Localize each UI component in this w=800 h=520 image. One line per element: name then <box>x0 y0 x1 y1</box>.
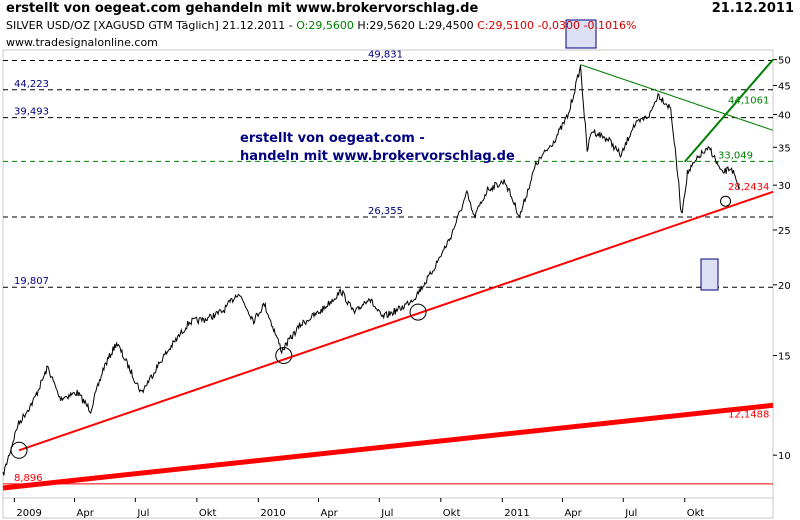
x-tick-label-8: 2011 <box>504 508 529 519</box>
x-tick-label-1: Apr <box>77 508 95 519</box>
trend-label-2: 44,1061 <box>728 95 769 106</box>
x-tick-label-7: Okt <box>443 508 461 519</box>
y-tick-label-2: 20 <box>778 281 791 292</box>
trend-line-0 <box>18 190 774 452</box>
price-series <box>2 65 740 476</box>
y-tick-label-6: 40 <box>778 110 791 121</box>
y-tick-label-8: 50 <box>778 56 791 67</box>
y-tick-label-1: 15 <box>778 352 791 363</box>
level-label-6: 8,896 <box>14 473 43 484</box>
high-low-values: H:29,5620 L:29,4500 <box>353 19 478 32</box>
source-link[interactable]: www.tradesignalonline.com <box>6 36 158 49</box>
touch-circle-3 <box>720 195 732 207</box>
x-tick-label-4: 2010 <box>260 508 285 519</box>
annotation-line-1: erstellt von oegeat.com - <box>240 131 425 146</box>
trend-lines: 28,2434 12,1488 44,1061 <box>2 58 774 491</box>
instrument-name: SILVER USD/OZ [XAGUSD GTM Täglich] 21.12… <box>6 19 297 32</box>
x-axis-frame <box>2 497 774 519</box>
touch-circle-1 <box>275 347 293 365</box>
x-tick-label-11: Okt <box>687 508 705 519</box>
x-tick-label-2: Jul <box>136 508 149 519</box>
x-tick-label-10: Jul <box>624 508 637 519</box>
marker-box-top <box>565 19 597 49</box>
y-tick-label-5: 35 <box>778 143 791 154</box>
y-axis: 10 15 20 25 30 35 40 45 50 <box>773 56 791 462</box>
open-value: O:29,5600 <box>296 19 354 32</box>
x-tick-label-9: Apr <box>564 508 582 519</box>
level-label-5: 19,807 <box>14 276 49 287</box>
price-line <box>2 65 740 476</box>
close-change-value: C:29,5100 -0,0300 -0,1016% <box>477 19 637 32</box>
y-tick-label-7: 45 <box>778 82 791 93</box>
y-tick-label-0: 10 <box>778 451 791 462</box>
trend-label-1: 12,1488 <box>728 409 769 420</box>
x-tick-label-3: Okt <box>199 508 217 519</box>
marker-box-mid <box>700 258 719 291</box>
x-tick-label-5: Apr <box>320 508 338 519</box>
x-tick-label-0: 2009 <box>16 508 41 519</box>
level-label-2: 39,493 <box>14 107 49 118</box>
level-label-0: 49,831 <box>368 49 403 60</box>
chart-date: 21.12.2011 <box>711 1 794 16</box>
y-tick-label-3: 25 <box>778 226 791 237</box>
touch-circle-0 <box>10 441 28 459</box>
level-label-4: 26,355 <box>368 206 403 217</box>
plot-frame <box>2 49 774 499</box>
trend-line-2 <box>580 64 774 131</box>
touch-circle-2 <box>409 303 427 321</box>
trend-line-3 <box>684 58 774 163</box>
instrument-info: SILVER USD/OZ [XAGUSD GTM Täglich] 21.12… <box>6 19 636 32</box>
chart-title: erstellt von oegeat.com gehandeln mit ww… <box>6 1 479 16</box>
level-lines: 49,831 44,223 39,493 33,049 26,355 19,807 8,89… <box>3 49 773 485</box>
trend-line-1 <box>2 402 774 491</box>
level-label-3: 33,049 <box>718 150 753 161</box>
x-axis: 2009 Apr Jul Okt 2010 Apr Jul Okt 2011 Apr Jul Okt <box>13 498 705 519</box>
touch-markers <box>10 19 732 459</box>
annotation-line-2: handeln mit www.brokervorschlag.de <box>240 149 515 164</box>
trend-label-0: 28,2434 <box>728 182 769 193</box>
x-tick-label-6: Jul <box>380 508 393 519</box>
y-tick-label-4: 30 <box>778 181 791 192</box>
level-label-1: 44,223 <box>14 79 49 90</box>
